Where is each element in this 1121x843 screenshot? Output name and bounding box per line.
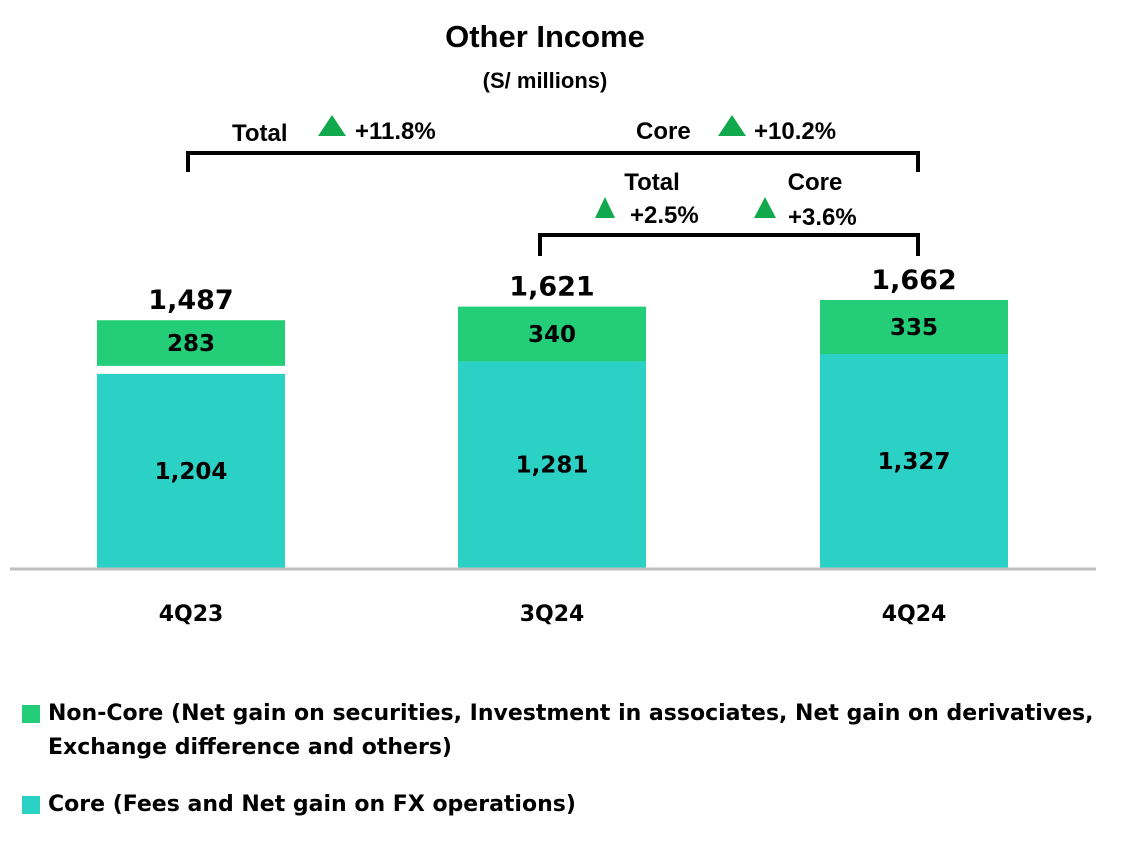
bar-noncore-4Q23 [97, 320, 285, 366]
legend-item-noncore: Non-Core (Net gain on securities, Invest… [22, 697, 1093, 765]
chart-title: Other Income [445, 19, 645, 54]
data-label-total-4Q23: 1,487 [148, 285, 233, 316]
yoy-core-label: Core [636, 118, 691, 145]
legend-label-noncore-line2: Exchange difference and others) [48, 735, 452, 760]
bar-core-4Q23 [97, 373, 285, 568]
yoy-core-value: +10.2% [754, 118, 836, 145]
yoy-total-value: +11.8% [355, 118, 436, 145]
data-label-core-4Q23: 1,204 [155, 459, 228, 485]
legend-label-noncore-line1: Non-Core (Net gain on securities, Invest… [48, 701, 1094, 726]
data-label-noncore-3Q24: 340 [528, 322, 576, 348]
qoq-core-value: +3.6% [788, 204, 857, 231]
legend-label-noncore: Non-Core (Net gain on securities, Invest… [48, 697, 1093, 765]
data-label-noncore-4Q24: 335 [890, 315, 938, 341]
legend-label-core: Core (Fees and Net gain on FX operations… [48, 792, 576, 817]
data-label-total-4Q24: 1,662 [871, 265, 956, 296]
yoy-total-up-arrow-icon [318, 115, 346, 136]
data-label-total-3Q24: 1,621 [509, 272, 594, 303]
qoq-core-up-arrow-icon [754, 197, 776, 218]
qoq-core-label: Core [788, 169, 843, 196]
x-tick-label-4Q24: 4Q24 [882, 602, 947, 627]
bar-core-4Q24 [820, 354, 1008, 568]
qoq-total-up-arrow-icon [595, 197, 615, 218]
data-label-core-3Q24: 1,281 [516, 453, 589, 479]
data-label-core-4Q24: 1,327 [878, 449, 951, 475]
legend-item-core: Core (Fees and Net gain on FX operations… [22, 788, 576, 822]
qoq-total-value: +2.5% [630, 202, 699, 229]
legend-swatch-noncore [22, 705, 40, 723]
yoy-bracket [186, 151, 920, 172]
bars-group: 1,204 283 1,487 4Q23 1,281 340 1,621 3Q24 1,327 3… [97, 265, 1008, 627]
x-tick-label-3Q24: 3Q24 [520, 602, 585, 627]
bar-noncore-3Q24 [458, 306, 646, 362]
qoq-bracket [538, 233, 920, 256]
chart-subtitle: (S/ millions) [483, 68, 608, 93]
x-tick-label-4Q23: 4Q23 [159, 602, 224, 627]
qoq-total-label: Total [624, 169, 680, 196]
legend-swatch-core [22, 796, 40, 814]
bar-core-3Q24 [458, 361, 646, 568]
data-label-noncore-4Q23: 283 [167, 331, 215, 357]
yoy-core-up-arrow-icon [718, 115, 746, 136]
bar-noncore-4Q24 [820, 300, 1008, 355]
yoy-total-label: Total [232, 120, 288, 147]
